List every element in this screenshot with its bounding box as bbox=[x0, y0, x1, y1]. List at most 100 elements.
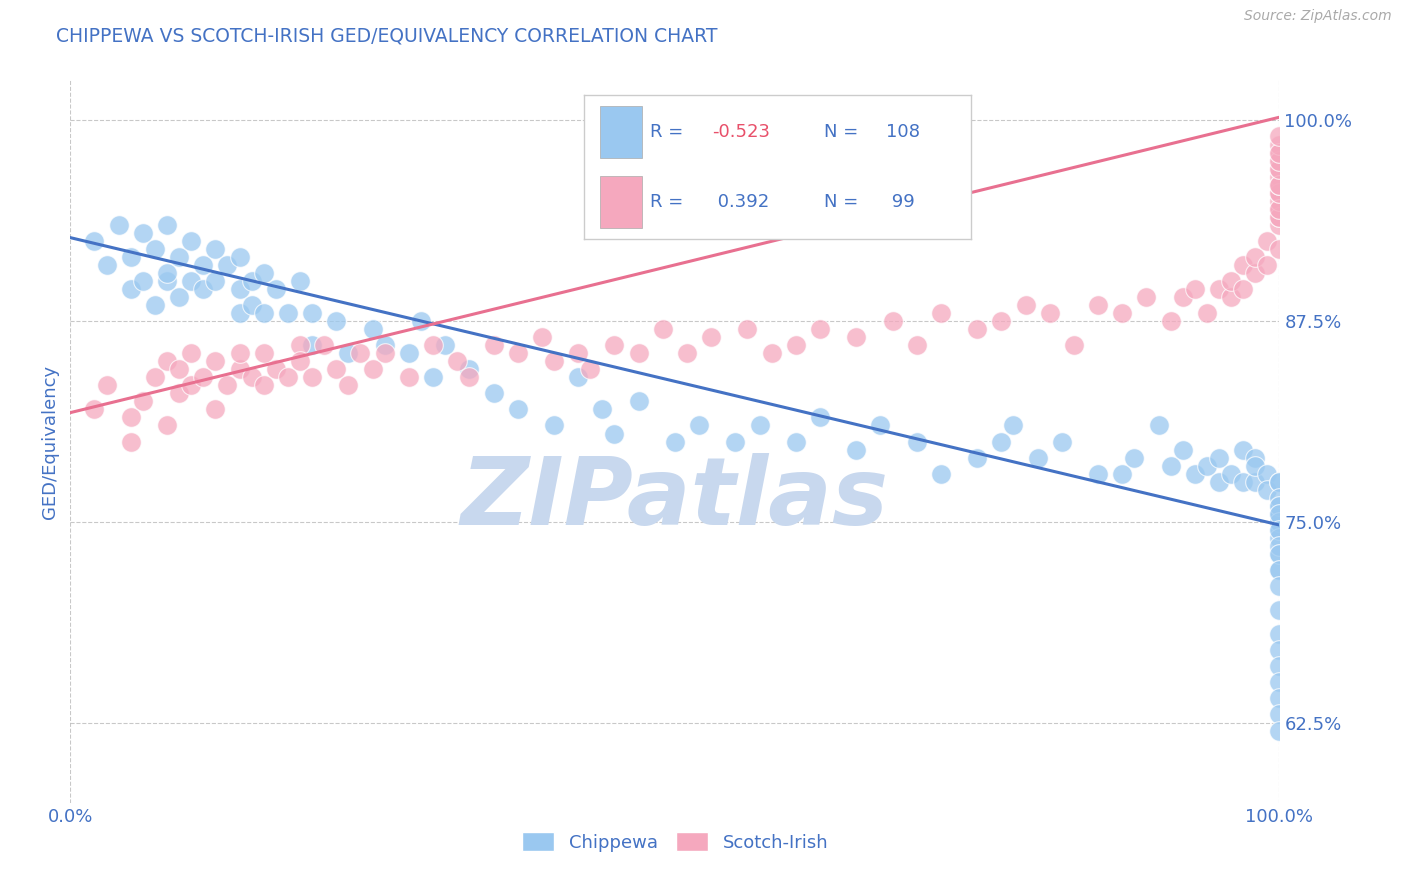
Point bbox=[990, 434, 1012, 449]
Point bbox=[1244, 458, 1267, 473]
Point bbox=[301, 370, 323, 384]
Point bbox=[337, 346, 360, 360]
Point bbox=[193, 282, 215, 296]
Point bbox=[180, 378, 202, 392]
Point bbox=[180, 234, 202, 248]
Point bbox=[398, 346, 420, 360]
Point bbox=[240, 298, 263, 312]
Point bbox=[1220, 290, 1243, 304]
Point bbox=[1268, 161, 1291, 176]
Point bbox=[603, 426, 626, 441]
Point bbox=[132, 226, 155, 240]
Point bbox=[228, 306, 250, 320]
Point bbox=[156, 266, 179, 280]
Point bbox=[1160, 458, 1182, 473]
Point bbox=[1268, 579, 1291, 593]
Point bbox=[1111, 467, 1133, 481]
Point bbox=[120, 410, 142, 425]
Point bbox=[1026, 450, 1049, 465]
Point bbox=[651, 322, 673, 336]
Point bbox=[1256, 483, 1278, 497]
Point bbox=[253, 266, 276, 280]
Point bbox=[204, 242, 226, 256]
Text: CHIPPEWA VS SCOTCH-IRISH GED/EQUIVALENCY CORRELATION CHART: CHIPPEWA VS SCOTCH-IRISH GED/EQUIVALENCY… bbox=[56, 27, 717, 45]
Point bbox=[301, 306, 323, 320]
Point bbox=[1268, 523, 1291, 537]
Point bbox=[1268, 603, 1291, 617]
Point bbox=[1268, 563, 1291, 577]
Point bbox=[1268, 475, 1291, 489]
Point bbox=[530, 330, 553, 344]
Point bbox=[1220, 467, 1243, 481]
Point bbox=[1208, 475, 1230, 489]
Point bbox=[301, 338, 323, 352]
Point bbox=[905, 434, 928, 449]
Point bbox=[1268, 145, 1291, 160]
Text: Source: ZipAtlas.com: Source: ZipAtlas.com bbox=[1244, 9, 1392, 23]
Point bbox=[1268, 707, 1291, 722]
Point bbox=[845, 330, 868, 344]
Point bbox=[228, 282, 250, 296]
Point bbox=[398, 370, 420, 384]
Point bbox=[167, 362, 190, 376]
Point bbox=[1268, 691, 1291, 706]
Y-axis label: GED/Equivalency: GED/Equivalency bbox=[41, 365, 59, 518]
Point bbox=[1268, 145, 1291, 160]
Point bbox=[1256, 467, 1278, 481]
Point bbox=[446, 354, 468, 368]
Point bbox=[1268, 531, 1291, 545]
Point bbox=[1232, 475, 1254, 489]
Point bbox=[1268, 659, 1291, 673]
Point bbox=[277, 370, 299, 384]
Point bbox=[96, 378, 118, 392]
Point bbox=[156, 274, 179, 288]
Point bbox=[143, 370, 166, 384]
Point bbox=[167, 290, 190, 304]
Point bbox=[204, 354, 226, 368]
Point bbox=[193, 370, 215, 384]
Point bbox=[1268, 169, 1291, 184]
Point bbox=[458, 362, 481, 376]
Point bbox=[1268, 186, 1291, 200]
Point bbox=[1171, 442, 1194, 457]
Point bbox=[761, 346, 783, 360]
Text: ZIPatlas: ZIPatlas bbox=[461, 453, 889, 545]
Point bbox=[1268, 178, 1291, 192]
Point bbox=[83, 402, 105, 417]
Point bbox=[1268, 129, 1291, 144]
Point bbox=[929, 306, 952, 320]
Point bbox=[1087, 298, 1109, 312]
Point bbox=[1268, 161, 1291, 176]
Point bbox=[409, 314, 432, 328]
Point bbox=[506, 346, 529, 360]
Point bbox=[240, 274, 263, 288]
Point bbox=[120, 250, 142, 264]
Point bbox=[1244, 450, 1267, 465]
Point bbox=[1232, 442, 1254, 457]
Point bbox=[700, 330, 723, 344]
Point bbox=[167, 250, 190, 264]
Point bbox=[107, 218, 129, 232]
Point bbox=[748, 418, 770, 433]
Point bbox=[603, 338, 626, 352]
Point bbox=[1268, 475, 1291, 489]
Point bbox=[132, 394, 155, 409]
Point bbox=[543, 354, 565, 368]
Point bbox=[1147, 418, 1170, 433]
Point bbox=[1268, 137, 1291, 152]
Point bbox=[1244, 475, 1267, 489]
Point bbox=[228, 362, 250, 376]
Point bbox=[337, 378, 360, 392]
Point bbox=[374, 338, 396, 352]
Point bbox=[1039, 306, 1062, 320]
Point bbox=[1171, 290, 1194, 304]
Point bbox=[1123, 450, 1146, 465]
Point bbox=[676, 346, 699, 360]
Point bbox=[1244, 250, 1267, 264]
Point bbox=[591, 402, 613, 417]
Point bbox=[1268, 563, 1291, 577]
Point bbox=[1268, 515, 1291, 529]
Point bbox=[1063, 338, 1085, 352]
Point bbox=[180, 274, 202, 288]
Point bbox=[253, 306, 276, 320]
